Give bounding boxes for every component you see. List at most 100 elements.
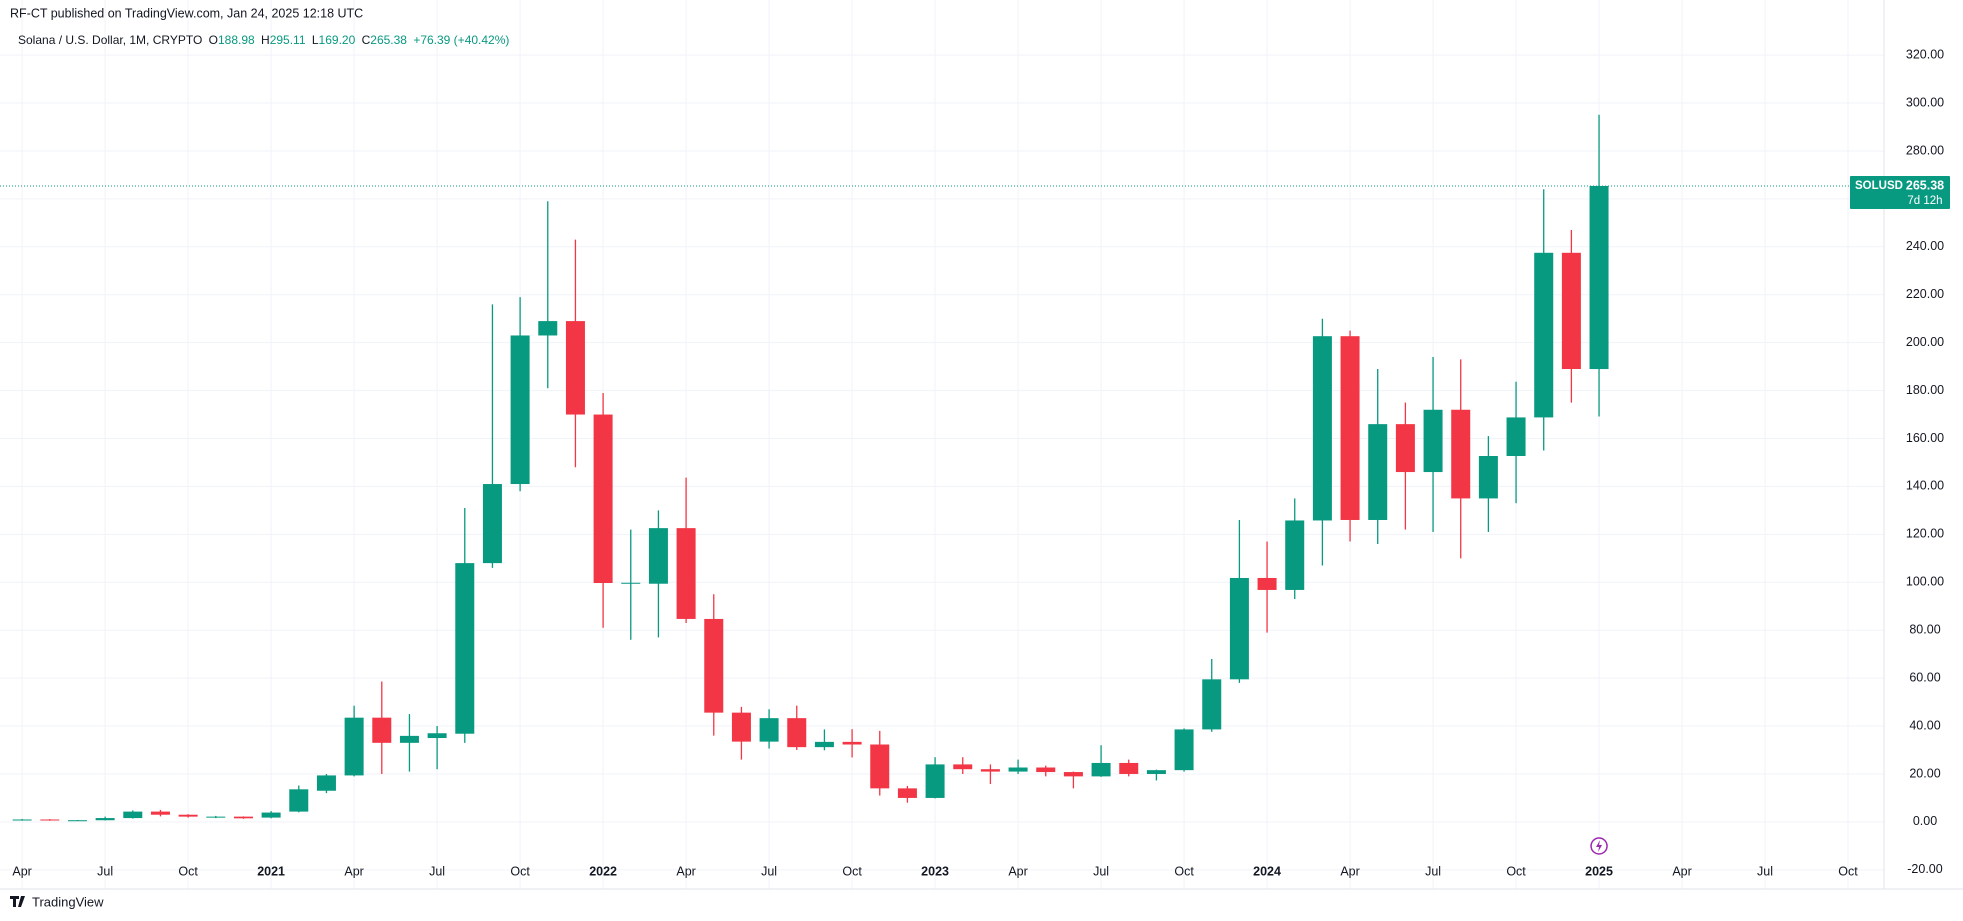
y-tick-label: 280.00 xyxy=(1906,143,1944,157)
candle-body xyxy=(427,733,447,739)
x-tick-label: Jul xyxy=(97,864,113,878)
x-tick-label: Jul xyxy=(1757,864,1773,878)
candle-body xyxy=(1368,424,1388,520)
candle-body xyxy=(593,414,613,584)
candle-body xyxy=(1451,409,1471,499)
candle-body xyxy=(261,812,281,818)
publish-note: RF-CT published on TradingView.com, Jan … xyxy=(10,6,363,20)
legend-symbol: Solana / U.S. Dollar, 1M, CRYPTO xyxy=(18,33,202,47)
x-tick-label: Apr xyxy=(12,864,31,878)
candle-body xyxy=(12,819,32,821)
x-tick-label: Jul xyxy=(761,864,777,878)
candle-body xyxy=(1561,252,1581,370)
legend: Solana / U.S. Dollar, 1M, CRYPTO O188.98… xyxy=(18,33,509,47)
x-tick-label: Oct xyxy=(1506,864,1526,878)
candle-body xyxy=(1202,679,1222,730)
legend-value: 295.11 xyxy=(270,33,306,47)
candle-body xyxy=(95,818,115,821)
y-tick-label: 0.00 xyxy=(1913,814,1937,828)
candle-body xyxy=(538,321,558,336)
y-tick-label: 100.00 xyxy=(1906,575,1944,589)
candle-body xyxy=(925,764,945,798)
price-tag-symbol: SOLUSD xyxy=(1855,180,1903,192)
price-tag-value: 265.38 xyxy=(1906,178,1944,192)
candle-body xyxy=(870,744,890,789)
x-tick-label: Jul xyxy=(1425,864,1441,878)
legend-key: L xyxy=(312,33,319,47)
candle-body xyxy=(704,618,724,713)
x-tick-label: 2025 xyxy=(1585,864,1613,878)
y-tick-label: 320.00 xyxy=(1906,47,1944,61)
grid xyxy=(0,0,1884,889)
price-tag xyxy=(1850,175,1950,209)
x-tick-label: Oct xyxy=(842,864,862,878)
candle-body xyxy=(316,775,336,791)
candle-body xyxy=(814,741,834,748)
candle-body xyxy=(233,816,253,819)
y-tick-label: 140.00 xyxy=(1906,479,1944,493)
y-tick-label: 220.00 xyxy=(1906,287,1944,301)
y-tick-label: -20.00 xyxy=(1907,862,1942,876)
candle-body xyxy=(1063,772,1083,777)
y-tick-label: 300.00 xyxy=(1906,95,1944,109)
candle-body xyxy=(1229,577,1249,680)
candle-body xyxy=(1146,770,1166,774)
legend-change: +76.39 (+40.42%) xyxy=(413,33,509,47)
candles xyxy=(0,114,1884,822)
x-tick-label: Jul xyxy=(429,864,445,878)
candle-body xyxy=(289,789,309,812)
y-tick-label: 160.00 xyxy=(1906,431,1944,445)
candle-body xyxy=(67,820,87,822)
x-tick-label: Apr xyxy=(1008,864,1027,878)
y-tick-label: 200.00 xyxy=(1906,335,1944,349)
candle-body xyxy=(1174,729,1194,771)
candle-body xyxy=(1534,252,1554,418)
candle-body xyxy=(123,811,143,819)
candle-body xyxy=(787,718,807,748)
candle-body xyxy=(1312,336,1332,521)
candle-body xyxy=(980,769,1000,772)
candle-body xyxy=(1589,185,1609,370)
logo-icon xyxy=(10,896,25,907)
candle-body xyxy=(206,816,226,818)
y-tick-label: 120.00 xyxy=(1906,527,1944,541)
y-tick-label: 240.00 xyxy=(1906,239,1944,253)
legend-value: 169.20 xyxy=(319,33,356,47)
x-tick-label: Oct xyxy=(510,864,530,878)
x-tick-label: Oct xyxy=(1174,864,1194,878)
y-tick-label: 60.00 xyxy=(1909,670,1940,684)
candle-body xyxy=(1285,520,1305,590)
legend-value: 265.38 xyxy=(370,33,407,47)
candle-body xyxy=(842,741,862,745)
y-tick-label: 40.00 xyxy=(1909,718,1940,732)
footer-logo: TradingView xyxy=(10,894,104,909)
candle-body xyxy=(1395,424,1415,473)
price-tag-countdown: 7d 12h xyxy=(1907,195,1942,207)
candle-body xyxy=(40,819,60,821)
x-tick-label: Oct xyxy=(1838,864,1858,878)
candle-body xyxy=(565,321,585,415)
candle-body xyxy=(372,717,392,743)
candle-body xyxy=(178,814,198,817)
candle-body xyxy=(399,735,419,743)
candle-body xyxy=(897,788,917,798)
legend-key: C xyxy=(362,33,371,47)
candle-body xyxy=(510,335,530,485)
candle-body xyxy=(1119,762,1139,774)
candle-body xyxy=(455,563,475,734)
x-tick-label: Apr xyxy=(676,864,695,878)
candle-body xyxy=(1257,577,1277,590)
x-tick-label: Jul xyxy=(1093,864,1109,878)
y-tick-label: 20.00 xyxy=(1909,766,1940,780)
candle-body xyxy=(1423,409,1443,473)
x-tick-label: Oct xyxy=(178,864,198,878)
candle-body xyxy=(150,811,170,815)
candle-body xyxy=(621,582,641,584)
candle-body xyxy=(759,718,779,742)
candle-body xyxy=(648,528,668,584)
legend-key: H xyxy=(261,33,270,47)
x-tick-label: 2023 xyxy=(921,864,949,878)
candle-body xyxy=(1478,456,1498,499)
